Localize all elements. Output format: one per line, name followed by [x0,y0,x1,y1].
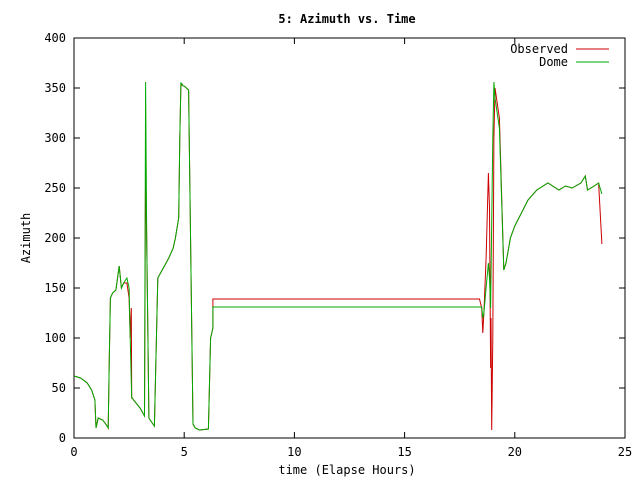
y-tick-label: 350 [44,81,66,95]
x-axis: 0 5 10 15 20 25 [70,38,632,459]
y-axis: 0 50 100 150 200 250 300 350 400 [44,31,625,445]
x-tick-label: 0 [70,445,77,459]
x-tick-label: 10 [287,445,301,459]
legend-label-observed: Observed [510,42,568,56]
chart-title: 5: Azimuth vs. Time [278,12,415,26]
x-tick-label: 15 [397,445,411,459]
y-tick-label: 200 [44,231,66,245]
x-tick-label: 25 [618,445,632,459]
y-axis-label: Azimuth [19,213,33,264]
y-tick-label: 250 [44,181,66,195]
x-tick-label: 20 [508,445,522,459]
series-layer [73,81,603,431]
x-tick-label: 5 [181,445,188,459]
y-tick-label: 0 [59,431,66,445]
series-line-dome [73,81,603,431]
legend-label-dome: Dome [539,55,568,69]
y-tick-label: 400 [44,31,66,45]
y-tick-label: 50 [52,381,66,395]
y-tick-label: 150 [44,281,66,295]
y-tick-label: 300 [44,131,66,145]
y-tick-label: 100 [44,331,66,345]
x-axis-label: time (Elapse Hours) [278,463,415,477]
